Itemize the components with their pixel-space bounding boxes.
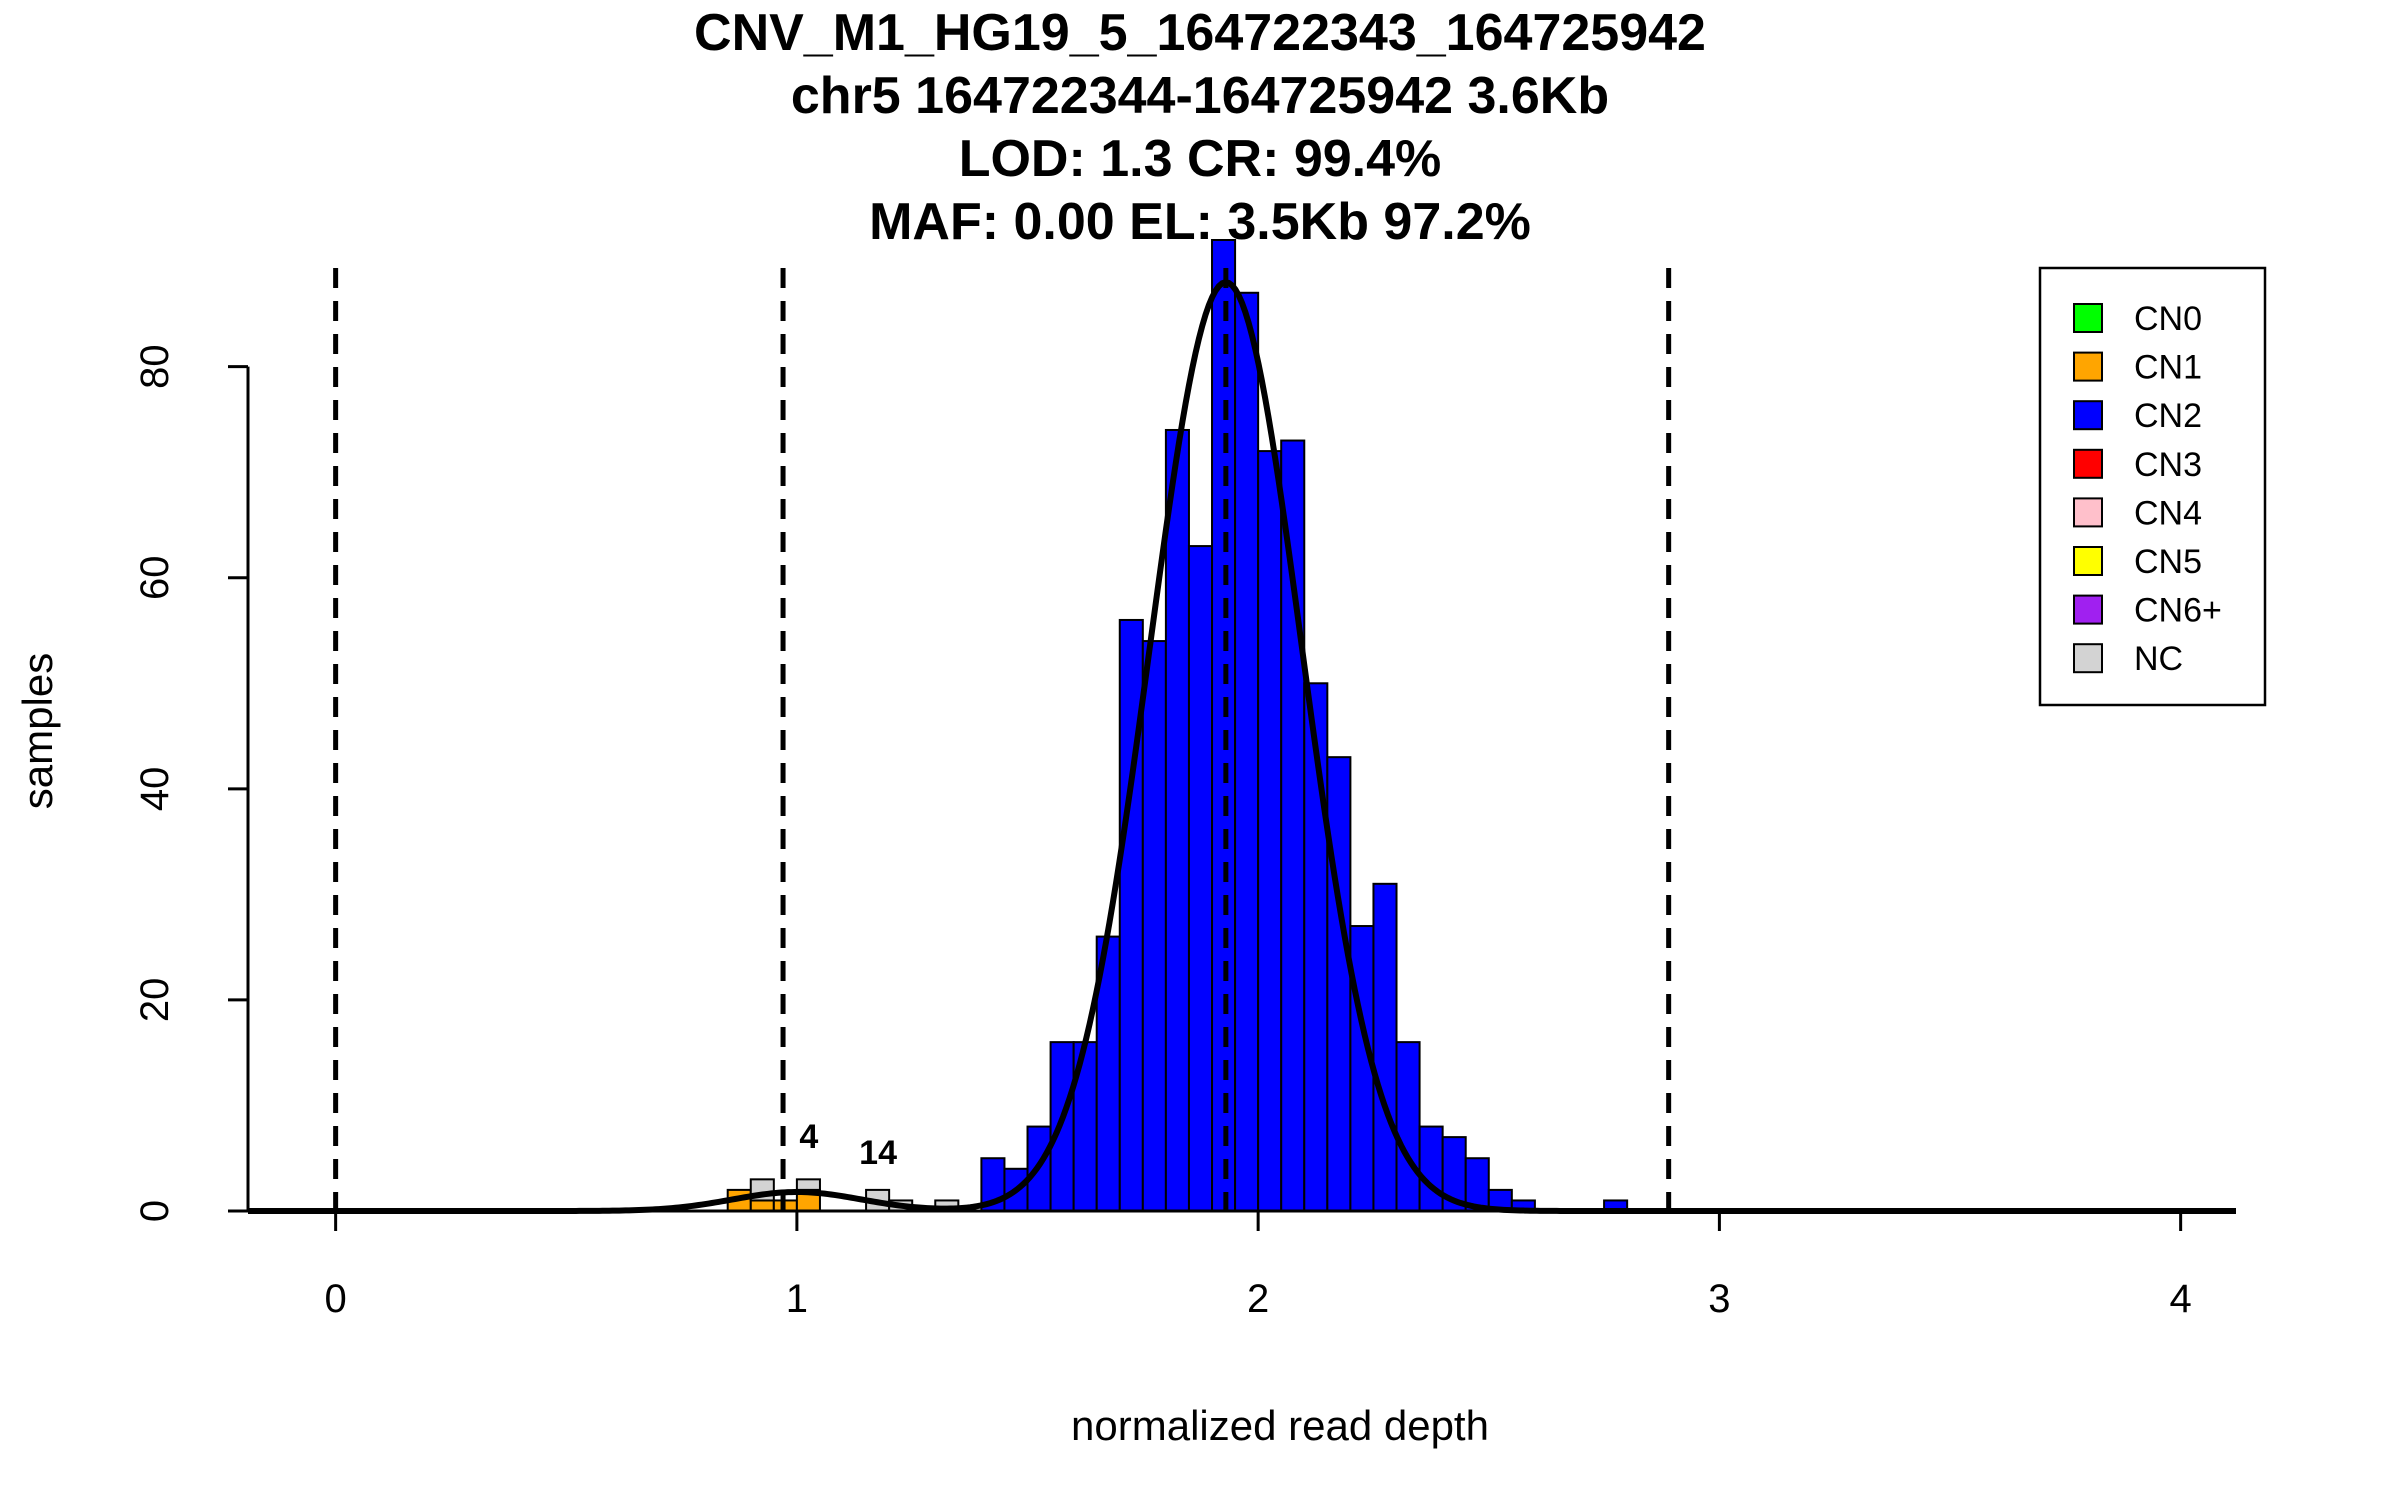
x-tick-label-3: 3 bbox=[1708, 1277, 1730, 1321]
legend-swatch-cn0 bbox=[2073, 303, 2103, 333]
bar-cn1-1 bbox=[749, 1199, 775, 1213]
bar-cn2-7 bbox=[1141, 640, 1167, 1212]
y-tick-label-1: 20 bbox=[133, 978, 177, 1023]
legend-swatch-cn3 bbox=[2073, 448, 2103, 479]
dashed-reference-lines bbox=[333, 268, 1672, 1211]
x-tick-label-2: 2 bbox=[1247, 1277, 1269, 1321]
bar-cn2-9 bbox=[1187, 545, 1214, 1212]
y-axis: 0 20 40 60 80 bbox=[133, 344, 250, 1222]
legend-label-nc: NC bbox=[2134, 640, 2183, 678]
bar-cn2-15 bbox=[1326, 756, 1352, 1212]
x-axis-label: normalized read depth bbox=[1071, 1402, 1489, 1449]
legend-label-cn1: CN1 bbox=[2134, 349, 2202, 387]
legend-box bbox=[2038, 266, 2267, 707]
legend-label-cn4: CN4 bbox=[2134, 494, 2202, 532]
legend-swatch-nc bbox=[2073, 643, 2103, 674]
title-line-3: LOD: 1.3 CR: 99.4% bbox=[959, 130, 1442, 188]
y-tick-label-4: 80 bbox=[133, 344, 177, 389]
legend-label-cn2: CN2 bbox=[2134, 397, 2202, 435]
title-line-2: chr5 164722344-164725942 3.6Kb bbox=[791, 67, 1609, 125]
legend-swatch-cn1 bbox=[2073, 351, 2103, 382]
bar-nc-1 bbox=[795, 1178, 821, 1191]
legend: CN0 CN1 CN2 CN3 CN4 CN5 CN6+ NC bbox=[2038, 266, 2267, 707]
bar-cn2-19 bbox=[1418, 1125, 1444, 1212]
legend-label-cn3: CN3 bbox=[2134, 446, 2202, 484]
legend-label-cn6plus: CN6+ bbox=[2134, 592, 2222, 630]
bar-annotations: 4 14 bbox=[799, 1118, 897, 1172]
bar-cn2-8 bbox=[1164, 428, 1190, 1212]
histogram-bars bbox=[726, 239, 1629, 1213]
bar-cn2-12 bbox=[1257, 450, 1283, 1212]
title-line-4: MAF: 0.00 EL: 3.5Kb 97.2% bbox=[869, 193, 1531, 251]
legend-swatch-cn2 bbox=[2073, 400, 2103, 431]
x-tick-label-1: 1 bbox=[786, 1277, 808, 1321]
x-tick-label-4: 4 bbox=[2170, 1277, 2192, 1321]
legend-label-cn5: CN5 bbox=[2134, 543, 2202, 581]
bar-cn2-17 bbox=[1372, 882, 1398, 1213]
legend-swatch-cn4 bbox=[2073, 497, 2103, 528]
annotation-1: 14 bbox=[859, 1134, 897, 1172]
x-axis: 0 1 2 3 4 bbox=[248, 1209, 2236, 1321]
y-axis-label: samples bbox=[14, 653, 61, 809]
bar-cn2-11 bbox=[1234, 291, 1260, 1212]
y-tick-label-0: 0 bbox=[133, 1200, 177, 1222]
title-line-1: CNV_M1_HG19_5_164722343_164725942 bbox=[694, 4, 1706, 62]
legend-swatch-cn6plus bbox=[2073, 594, 2103, 625]
y-tick-label-3: 60 bbox=[133, 555, 177, 600]
bar-cn2-18 bbox=[1395, 1041, 1421, 1213]
legend-entries: CN0 CN1 CN2 CN3 CN4 CN5 CN6+ NC bbox=[2073, 300, 2222, 678]
y-tick-label-2: 40 bbox=[133, 767, 177, 812]
chart-title: CNV_M1_HG19_5_164722343_164725942 chr5 1… bbox=[694, 4, 1706, 251]
legend-label-cn0: CN0 bbox=[2134, 300, 2202, 338]
bar-cn2-16 bbox=[1349, 925, 1375, 1212]
annotation-0: 4 bbox=[799, 1118, 818, 1156]
legend-swatch-cn5 bbox=[2073, 546, 2103, 576]
x-tick-label-0: 0 bbox=[325, 1277, 347, 1321]
bar-cn2-13 bbox=[1280, 439, 1306, 1213]
